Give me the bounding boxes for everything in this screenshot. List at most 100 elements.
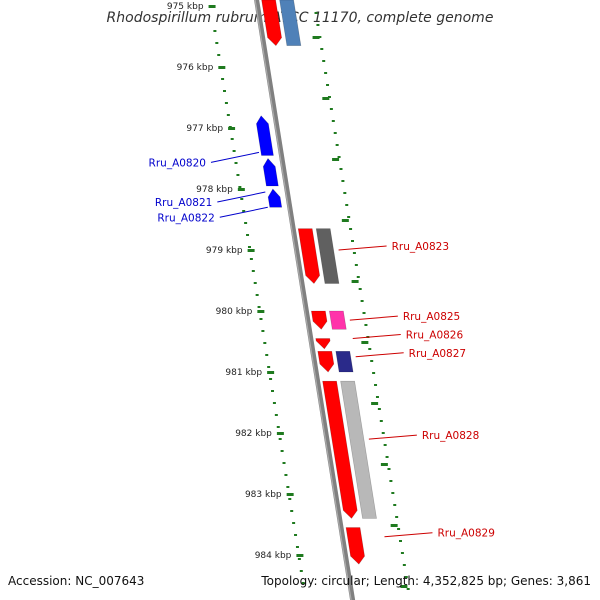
feature-forward-cds-3 [262,157,279,187]
minor-tick-right [345,204,349,206]
minor-tick-right [331,120,335,122]
gene-label: Rru_A0822 [157,212,214,224]
minor-tick-right [360,300,364,302]
major-tick-right [332,158,340,161]
major-tick-right [341,219,349,222]
minor-tick-right [395,516,399,518]
minor-tick-right [391,492,395,494]
minor-tick-left [263,342,267,344]
minor-tick-right [326,84,330,86]
gene-label: Rru_A0820 [149,157,206,169]
minor-tick-right [356,276,360,278]
minor-tick-left [280,450,284,452]
minor-tick-right [354,264,358,266]
minor-tick-right [322,60,326,62]
minor-tick-right [379,420,383,422]
minor-tick-left [249,258,253,260]
minor-tick-left [253,282,257,284]
feature-reverse-cds-1 [279,0,302,46]
feature-reverse-cds-13 [340,380,377,519]
minor-tick-left [269,378,273,380]
gene-label: Rru_A0823 [392,241,449,253]
major-tick-right [400,585,408,588]
kbp-label: 979 kbp [206,246,243,256]
gene-label-leader [349,315,398,321]
kbp-label: 981 kbp [225,368,262,378]
minor-tick-left [294,534,298,536]
minor-tick-right [406,588,410,590]
minor-tick-left [286,486,290,488]
major-tick-right [380,463,388,466]
gene-label-leader [352,333,401,339]
minor-tick-left [223,90,226,92]
minor-tick-left [247,246,251,248]
major-tick-left [267,371,275,374]
minor-tick-left [217,54,221,56]
major-tick-right [390,524,398,527]
minor-tick-right [329,108,333,110]
major-tick-left [228,127,236,130]
major-tick-left [257,310,265,313]
minor-tick-left [215,42,219,44]
minor-tick-left [213,30,217,32]
minor-tick-right [375,396,379,398]
kbp-label: 984 kbp [255,551,292,561]
minor-tick-right [389,480,393,482]
minor-tick-right [352,252,356,254]
minor-tick-left [238,186,242,188]
minor-tick-left [230,138,234,140]
minor-tick-right [397,528,401,530]
major-tick-left [218,66,226,69]
minor-tick-right [383,444,387,446]
gene-label: Rru_A0827 [409,348,466,360]
topology-text: Topology: circular; Length: 4,352,825 bp… [261,574,591,588]
minor-tick-left [257,306,261,308]
minor-tick-right [341,180,345,182]
kbp-label: 980 kbp [216,307,253,317]
minor-tick-left [246,234,250,236]
minor-tick-left [242,210,246,212]
minor-tick-left [232,150,236,152]
minor-tick-right [400,552,404,554]
minor-tick-left [221,78,225,80]
minor-tick-right [381,432,385,434]
major-tick-left [247,249,255,252]
minor-tick-left [272,402,276,404]
major-tick-right [322,97,330,100]
major-tick-left [276,432,284,435]
genome-backbone-line [254,0,356,600]
minor-tick-right [347,216,351,218]
gene-label-leader [217,191,266,203]
feature-reverse-cds-7 [311,310,328,330]
minor-tick-left [276,426,280,428]
minor-tick-left [261,330,265,332]
minor-tick-right [362,312,366,314]
genome-title: Rhodospirillum rubrum ATCC 11170, comple… [106,10,494,26]
minor-tick-left [282,462,286,464]
gene-label-leader [210,151,260,163]
minor-tick-left [259,318,263,320]
minor-tick-right [399,540,402,542]
minor-tick-left [274,414,278,416]
major-tick-right [371,402,379,405]
minor-tick-left [236,174,240,176]
minor-tick-right [349,228,353,230]
minor-tick-right [343,192,347,194]
accession-text: Accession: NC_007643 [8,574,145,588]
gene-label: Rru_A0828 [422,430,479,442]
minor-tick-right [387,468,391,470]
gene-label-leader [338,245,387,251]
major-tick-right [351,280,359,283]
feature-reverse-cds-8 [329,310,347,330]
feature-reverse-cds-5 [297,228,321,285]
kbp-label: 976 kbp [177,63,214,73]
minor-tick-right [318,36,322,38]
minor-tick-right [370,360,374,362]
gene-label-leader [219,206,268,218]
minor-tick-left [271,390,274,392]
minor-tick-left [292,522,296,524]
gene-label-leader [355,352,404,358]
gene-label: Rru_A0829 [437,528,494,540]
major-tick-right [312,36,320,39]
major-tick-right [361,341,369,344]
